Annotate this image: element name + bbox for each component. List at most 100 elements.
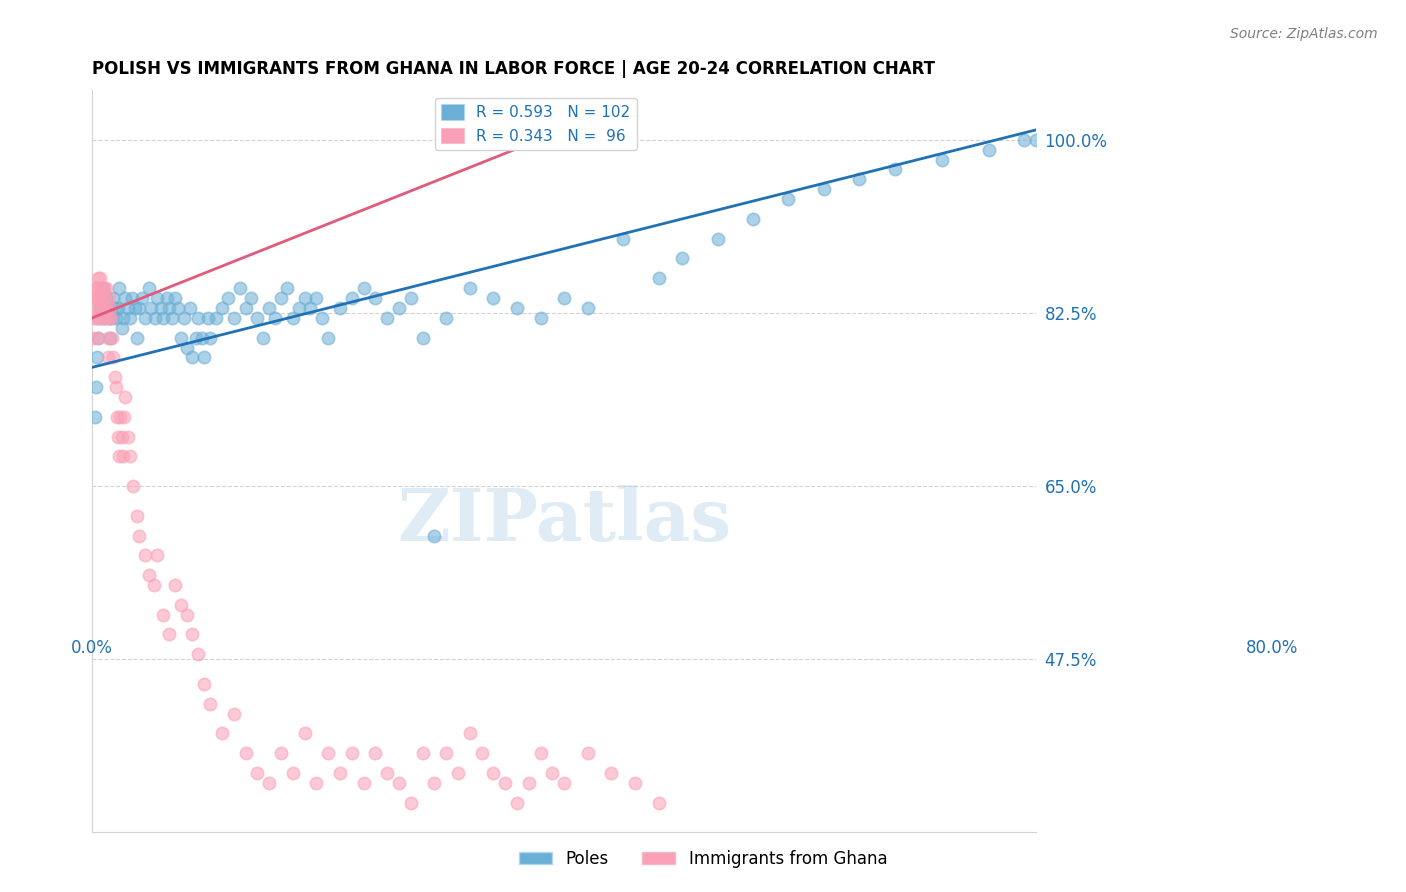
Point xyxy=(93,301,115,315)
Point xyxy=(388,301,411,315)
Point xyxy=(124,301,146,315)
Point xyxy=(434,746,457,760)
Point xyxy=(155,291,177,305)
Point xyxy=(294,726,316,740)
Point xyxy=(87,331,110,345)
Point xyxy=(270,746,292,760)
Point xyxy=(107,301,129,315)
Point xyxy=(101,310,124,325)
Point xyxy=(388,776,411,790)
Point xyxy=(143,310,166,325)
Point xyxy=(931,153,953,167)
Point xyxy=(87,271,110,285)
Point xyxy=(311,310,333,325)
Point xyxy=(84,310,107,325)
Point xyxy=(1014,133,1036,147)
Point xyxy=(340,291,363,305)
Point xyxy=(141,301,163,315)
Point xyxy=(198,331,221,345)
Point xyxy=(84,281,107,295)
Point xyxy=(142,578,165,592)
Point xyxy=(264,310,287,325)
Point xyxy=(90,281,112,295)
Point xyxy=(146,549,169,563)
Point xyxy=(111,310,134,325)
Point xyxy=(778,192,800,206)
Point xyxy=(128,528,150,542)
Point xyxy=(257,776,280,790)
Point xyxy=(117,301,139,315)
Point xyxy=(246,766,269,780)
Point xyxy=(87,331,110,345)
Point xyxy=(87,291,110,305)
Point xyxy=(848,172,870,186)
Point xyxy=(86,301,108,315)
Point xyxy=(423,776,446,790)
Point xyxy=(89,291,111,305)
Point xyxy=(813,182,835,196)
Point xyxy=(163,291,186,305)
Point xyxy=(222,310,245,325)
Point xyxy=(90,291,112,305)
Point xyxy=(138,568,160,582)
Point xyxy=(93,281,115,295)
Point xyxy=(157,301,180,315)
Point xyxy=(96,301,118,315)
Point xyxy=(228,281,250,295)
Point xyxy=(246,310,269,325)
Point xyxy=(647,796,669,810)
Point xyxy=(434,310,457,325)
Point xyxy=(167,301,190,315)
Point xyxy=(471,746,494,760)
Point xyxy=(294,291,316,305)
Point xyxy=(103,351,125,365)
Point xyxy=(506,796,529,810)
Point xyxy=(90,301,112,315)
Point xyxy=(222,706,245,721)
Point xyxy=(600,766,623,780)
Point xyxy=(176,341,198,355)
Point xyxy=(529,746,551,760)
Point xyxy=(114,390,136,404)
Point xyxy=(89,271,111,285)
Point xyxy=(100,310,122,325)
Text: 80.0%: 80.0% xyxy=(1246,640,1298,657)
Point xyxy=(104,310,127,325)
Point xyxy=(89,301,111,315)
Point xyxy=(399,796,422,810)
Point xyxy=(162,310,184,325)
Point xyxy=(193,677,215,691)
Point xyxy=(89,310,111,325)
Point xyxy=(96,331,118,345)
Point xyxy=(91,291,114,305)
Point xyxy=(100,301,122,315)
Point xyxy=(217,291,239,305)
Point xyxy=(340,746,363,760)
Point xyxy=(152,607,174,622)
Point xyxy=(84,291,107,305)
Legend: Poles, Immigrants from Ghana: Poles, Immigrants from Ghana xyxy=(512,844,894,875)
Point xyxy=(96,351,118,365)
Point xyxy=(240,291,263,305)
Point xyxy=(108,450,131,464)
Point xyxy=(235,746,257,760)
Point xyxy=(198,697,221,711)
Point xyxy=(742,211,765,226)
Point xyxy=(977,143,1000,157)
Point xyxy=(138,281,160,295)
Point xyxy=(94,291,117,305)
Point xyxy=(98,331,121,345)
Point xyxy=(86,351,108,365)
Point xyxy=(103,291,125,305)
Point xyxy=(89,310,111,325)
Point xyxy=(316,331,339,345)
Point xyxy=(399,291,422,305)
Point xyxy=(125,508,148,523)
Point xyxy=(91,310,114,325)
Point xyxy=(252,331,274,345)
Point xyxy=(82,331,104,345)
Point xyxy=(287,301,309,315)
Point xyxy=(121,291,143,305)
Point xyxy=(118,310,141,325)
Point xyxy=(458,726,481,740)
